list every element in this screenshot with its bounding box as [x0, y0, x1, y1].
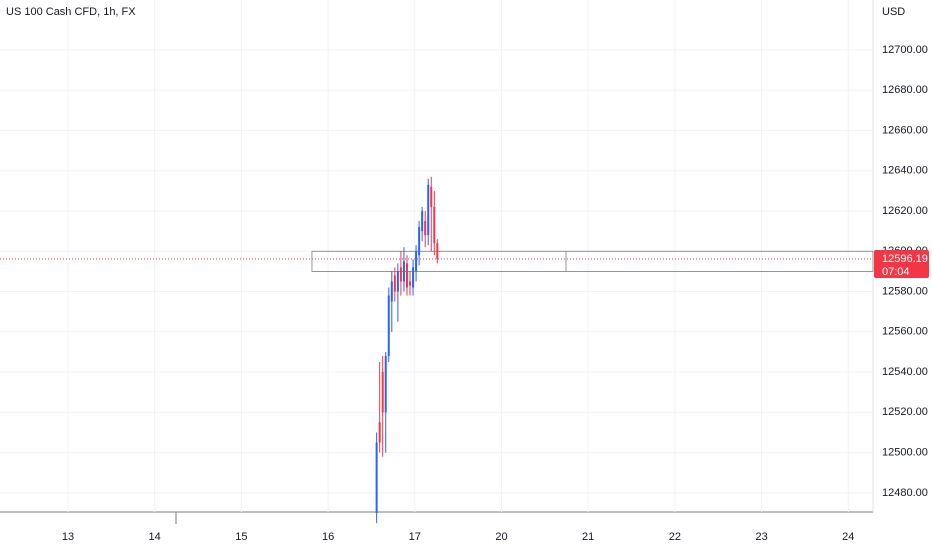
candle-body: [436, 243, 439, 259]
y-tick-label: 12560.00: [882, 326, 928, 338]
candle-body: [384, 355, 387, 413]
candle-body: [415, 251, 418, 272]
x-tick-label: 16: [322, 531, 334, 543]
candle-body: [433, 206, 436, 244]
candle-body: [412, 267, 415, 288]
countdown-label: 07:04: [882, 266, 910, 278]
candle-body: [430, 186, 433, 207]
candle-body: [393, 275, 396, 292]
x-tick-label: 22: [669, 531, 681, 543]
candle-body: [424, 221, 427, 236]
x-tick-label: 20: [495, 531, 507, 543]
candle-body: [378, 422, 381, 443]
candle-body: [387, 295, 390, 356]
y-tick-label: 12680.00: [882, 84, 928, 96]
last-price-label: 12596.19: [882, 253, 928, 265]
candle-body: [421, 211, 424, 232]
candle-body: [402, 261, 405, 282]
candle-body: [375, 442, 378, 514]
y-tick-label: 12580.00: [882, 285, 928, 297]
x-tick-label: 23: [755, 531, 767, 543]
y-tick-label: 12540.00: [882, 366, 928, 378]
candle-body: [405, 263, 408, 288]
x-tick-label: 15: [235, 531, 247, 543]
currency: USD: [882, 6, 905, 18]
last-price-box: [874, 249, 929, 278]
x-tick-label: 14: [149, 531, 161, 543]
chart-title: US 100 Cash CFD, 1h, FX: [6, 6, 136, 18]
y-tick-label: 12700.00: [882, 44, 928, 56]
x-tick-label: 24: [842, 531, 854, 543]
y-tick-label: 12480.00: [882, 487, 928, 499]
x-tick-label: 13: [62, 531, 74, 543]
y-tick-label: 12640.00: [882, 165, 928, 177]
candle-body: [427, 184, 430, 236]
y-tick-label: 12520.00: [882, 406, 928, 418]
candle-body: [390, 281, 393, 302]
candle-body: [418, 227, 421, 256]
x-tick-label: 17: [409, 531, 421, 543]
x-tick-label: 21: [582, 531, 594, 543]
y-tick-label: 12660.00: [882, 124, 928, 136]
zone-box: [311, 250, 874, 272]
candle-body: [399, 267, 402, 282]
candle-body: [381, 372, 384, 413]
candle-body: [396, 271, 399, 292]
candle-body: [409, 281, 412, 286]
y-tick-label: 12620.00: [882, 205, 928, 217]
y-tick-label: 12500.00: [882, 447, 928, 459]
